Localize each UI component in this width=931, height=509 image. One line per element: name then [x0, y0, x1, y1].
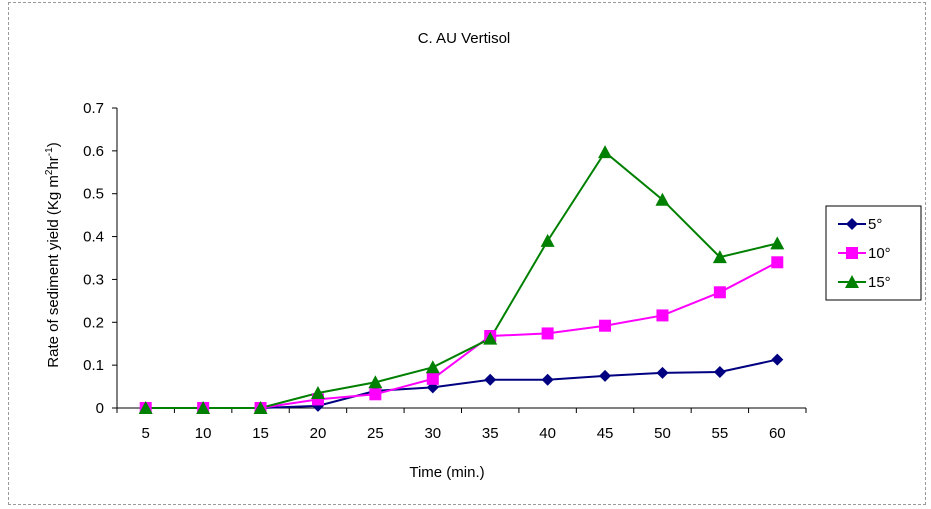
- data-point-series-0: [771, 353, 784, 366]
- data-point-series-2: [712, 250, 727, 264]
- data-point-series-2: [425, 360, 440, 374]
- data-point-series-2: [655, 192, 670, 206]
- legend-label: 15°: [868, 274, 891, 291]
- data-point-series-1: [541, 327, 554, 340]
- legend-label: 10°: [868, 245, 891, 262]
- data-point-series-2: [540, 233, 555, 247]
- y-axis-label-sup2: -1: [44, 147, 55, 156]
- data-point-series-2: [598, 145, 613, 159]
- x-tick-label: 50: [654, 425, 671, 442]
- series-line-1: [145, 261, 778, 409]
- y-axis-label: Rate of sediment yield (Kg m2hr-1): [44, 142, 62, 367]
- data-point-series-2: [253, 401, 268, 414]
- y-axis-label-prefix: Rate of sediment yield (Kg m: [45, 175, 62, 368]
- data-point-series-1: [426, 372, 439, 385]
- y-tick-label: 0.1: [83, 357, 104, 374]
- data-point-series-0: [541, 373, 554, 386]
- data-point-series-2: [770, 236, 785, 250]
- chart-title: C. AU Vertisol: [418, 30, 511, 47]
- y-axis-label-mid: hr: [45, 156, 62, 169]
- legend-marker: [845, 275, 859, 288]
- data-point-series-0: [599, 369, 612, 382]
- data-point-series-1: [656, 309, 669, 322]
- y-tick-label: 0.5: [83, 186, 104, 203]
- x-tick-label: 55: [712, 425, 729, 442]
- x-tick-label: 15: [252, 425, 269, 442]
- series-line-2: [145, 150, 778, 409]
- x-tick-label: 35: [482, 425, 499, 442]
- x-tick-label: 45: [597, 425, 614, 442]
- x-tick-label: 10: [195, 425, 212, 442]
- y-axis-label-suffix: ): [45, 142, 62, 147]
- data-point-series-1: [713, 286, 726, 299]
- data-point-series-1: [771, 256, 784, 269]
- y-tick-label: 0.3: [83, 271, 104, 288]
- chart-frame: [8, 2, 926, 505]
- data-point-series-0: [713, 366, 726, 378]
- legend-marker: [846, 247, 858, 259]
- data-point-series-0: [656, 366, 669, 379]
- x-tick-label: 20: [310, 425, 327, 442]
- x-tick-label: 40: [539, 425, 556, 442]
- legend-label: 5°: [868, 216, 882, 233]
- data-point-series-2: [138, 401, 153, 414]
- data-point-series-2: [483, 331, 498, 345]
- y-tick-label: 0.4: [83, 229, 104, 246]
- data-point-series-2: [196, 401, 211, 414]
- y-tick-label: 0.7: [83, 100, 104, 117]
- y-tick-label: 0: [96, 400, 104, 417]
- y-axis-label-sup1: 2: [44, 169, 55, 175]
- data-point-series-1: [369, 388, 382, 401]
- data-point-series-1: [599, 319, 612, 332]
- data-point-series-2: [310, 386, 325, 399]
- legend: 5° 10° 15°: [825, 205, 922, 301]
- x-tick-label: 5: [142, 425, 150, 442]
- y-tick-label: 0.2: [83, 314, 104, 331]
- y-tick-label: 0.6: [83, 143, 104, 160]
- x-tick-label: 25: [367, 425, 384, 442]
- x-axis-label: Time (min.): [409, 464, 484, 481]
- data-point-series-2: [368, 375, 383, 389]
- x-tick-label: 60: [769, 425, 786, 442]
- legend-marker: [846, 218, 858, 230]
- data-point-series-0: [484, 373, 497, 386]
- series-line-0: [145, 358, 778, 409]
- x-tick-label: 30: [424, 425, 441, 442]
